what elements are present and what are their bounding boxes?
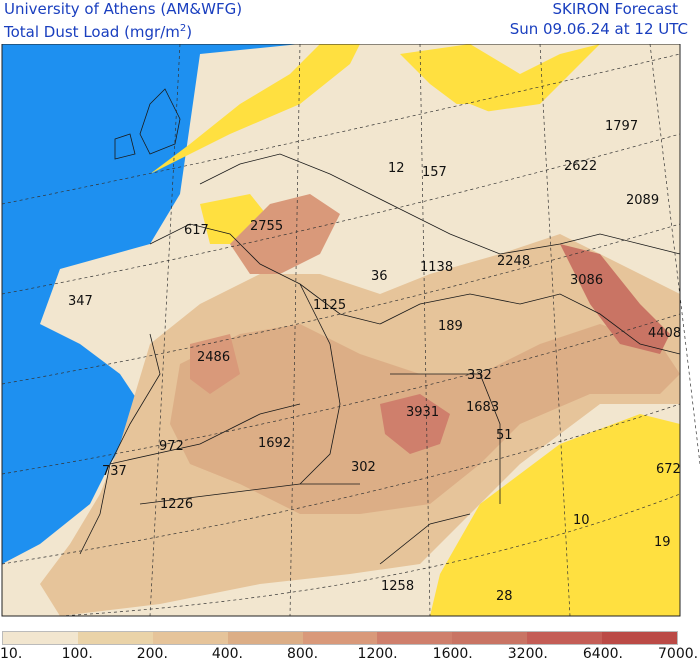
- legend-label: 800.: [286, 646, 319, 662]
- legend-label: 1600.: [432, 646, 473, 662]
- legend-swatch: [377, 632, 453, 644]
- map-value: 12: [388, 161, 405, 176]
- dust-zone-west: [190, 334, 240, 394]
- map-value: 1125: [313, 298, 346, 313]
- map-value: 3931: [406, 405, 439, 420]
- legend-swatch: [527, 632, 603, 644]
- map-value: 28: [496, 589, 513, 604]
- map-value: 19: [654, 535, 671, 550]
- land-europe: [310, 104, 520, 234]
- legend-label: 1200.: [357, 646, 398, 662]
- legend-label: 3200.: [507, 646, 548, 662]
- legend-swatch: [452, 632, 528, 644]
- no-dust-zone-north: [150, 44, 360, 174]
- legend-swatch: [602, 632, 678, 644]
- legend-label: 400.: [211, 646, 243, 662]
- no-dust-zone-arabia: [430, 414, 680, 616]
- map-value: 1797: [605, 119, 638, 134]
- legend-label: 7000.: [658, 646, 699, 662]
- variable-title-sup: 2: [179, 23, 187, 34]
- map-value: 972: [159, 439, 184, 454]
- legend-swatch: [3, 632, 78, 644]
- graticule: [1, 44, 700, 617]
- map-value: 2622: [564, 159, 597, 174]
- map-value: 189: [438, 319, 463, 334]
- legend-swatch: [152, 632, 228, 644]
- map-value: 1226: [160, 497, 193, 512]
- dust-zone-very-high-east: [560, 244, 670, 354]
- map-value: 4408: [648, 326, 681, 341]
- map-value: 51: [496, 428, 513, 443]
- map-value: 2486: [197, 350, 230, 365]
- map-value: 332: [467, 368, 492, 383]
- dust-zone-high-north: [230, 194, 340, 274]
- legend-label: 100.: [61, 646, 93, 662]
- institution-title: University of Athens (AM&WFG): [4, 0, 243, 18]
- legend-color-bar: [2, 631, 678, 645]
- map-value: 1258: [381, 579, 414, 594]
- map-value: 1692: [258, 436, 291, 451]
- map-value: 737: [102, 464, 127, 479]
- map-value: 347: [68, 294, 93, 309]
- variable-title-prefix: Total Dust Load (mgr/m: [4, 23, 180, 41]
- legend-swatch: [77, 632, 153, 644]
- map-value: 10: [573, 513, 590, 528]
- dust-load-map: 1797 2622 2089 12 157 2755 617 2248 36 1…: [1, 44, 700, 617]
- variable-title-suffix: ): [186, 23, 193, 41]
- product-title: SKIRON Forecast: [552, 0, 678, 18]
- map-value: 3086: [570, 273, 603, 288]
- map-value: 157: [422, 165, 447, 180]
- map-value: 1138: [420, 260, 453, 275]
- map-value: 2089: [626, 193, 659, 208]
- coastlines: [79, 88, 681, 565]
- legend-label: 10.: [0, 646, 23, 662]
- map-value: 1683: [466, 400, 499, 415]
- map-value: 302: [351, 460, 376, 475]
- dust-zone-very-high: [380, 394, 450, 454]
- legend-label: 6400.: [582, 646, 623, 662]
- map-value: 672: [656, 462, 681, 477]
- map-value: 36: [371, 269, 388, 284]
- map-frame: [1, 44, 681, 617]
- legend-swatch: [227, 632, 303, 644]
- valid-time: Sun 09.06.24 at 12 UTC: [509, 20, 688, 38]
- map-value: 2248: [497, 254, 530, 269]
- map-value: 617: [184, 223, 209, 238]
- no-dust-zone-baltic: [400, 44, 600, 114]
- variable-title: Total Dust Load (mgr/m2): [4, 20, 192, 41]
- map-value: 2755: [250, 219, 283, 234]
- legend-swatch: [302, 632, 378, 644]
- legend-label: 200.: [136, 646, 168, 662]
